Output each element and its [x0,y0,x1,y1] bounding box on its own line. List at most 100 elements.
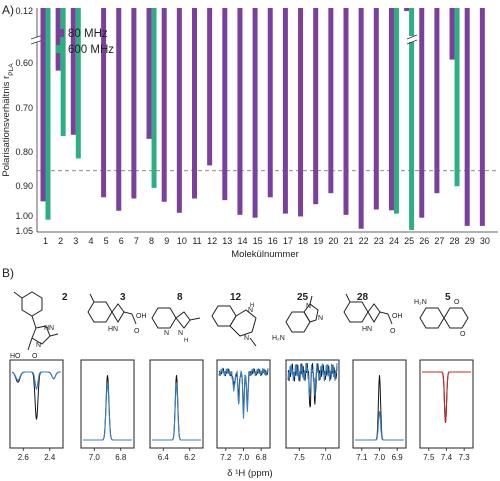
spectrum-tick-label: 2.4 [44,453,56,462]
structure-3: HN OH O [87,293,147,335]
molecule-number: 3 [120,292,126,303]
x-tick-label: 9 [164,236,169,246]
spectrum-tick-label: 7.5 [423,453,435,462]
y-axis-title-sub: PLA [8,63,15,76]
spectrum-tick-label: 7.4 [441,453,453,462]
x-tick-label: 6 [119,236,124,246]
y-axis-title: Polarisationsverhältnis rPLA [1,63,15,177]
atom-label: N [244,335,249,342]
molecule-number: 8 [177,292,183,303]
molecule-number: 25 [297,292,309,303]
spectrum-frame-3 [80,359,135,449]
atom-label: O [390,328,396,335]
bar-17-80mhz [282,8,288,214]
molecule-number: 12 [230,292,242,303]
spectrum-trace-blue [355,411,404,441]
panel-b-x-axis-title: δ ¹H (ppm) [227,468,272,479]
bar-14-80mhz [237,8,243,215]
bar-chart: 0.12 0.60 0.70 0.80 0.90 1.00 1.05 Polar… [1,6,498,260]
molecule-structures: HN N HO O HN OH O N N H [10,291,469,360]
bar-8-600mhz [151,8,157,188]
spectrum-tick-label: 2.6 [18,453,30,462]
x-tick-labels: 1 2 3 4 5 6 7 8 9 10 11 12 13 14 15 16 17 18 19 20 21 22 23 24 2… [43,236,490,246]
bar-25-80mhz [404,8,410,11]
atom-label: O [32,353,38,360]
x-tick-label: 19 [313,236,323,246]
legend-swatch-80mhz [56,29,64,37]
bars [40,8,485,230]
atom-label: OH [392,313,403,320]
x-tick-label: 4 [88,236,93,246]
bar-2-80mhz [55,8,61,71]
atom-label: O [134,328,140,335]
atom-label: HN [44,325,54,332]
nmr-spectra: 2.6 2.4 7.0 6.8 6.4 6.2 7.2 7.0 6.8 7.5 7.0 7.1 7.0 6… [9,359,474,462]
spectrum-trace-blue [11,371,61,391]
atom-label: N [178,330,183,337]
spectrum-trace-blue [152,382,201,441]
legend-label-600mhz: 600 MHz [68,44,114,56]
x-tick-label: 7 [134,236,139,246]
bar-3-80mhz [70,8,76,135]
spectrum-trace-red [422,371,471,424]
x-tick-label: 8 [149,236,154,246]
bar-15-80mhz [252,8,258,218]
bar-24-80mhz [388,8,394,211]
x-tick-label: 17 [283,236,293,246]
legend: 80 MHz 600 MHz [56,28,114,56]
spectrum-tick-label: 6.8 [256,453,268,462]
x-tick-label: 10 [177,236,187,246]
spectrum-tick-label: 7.5 [294,453,306,462]
bar-3-600mhz [75,8,81,159]
bar-2-600mhz [60,8,66,136]
y-tick-label: 0.60 [15,58,33,68]
bar-9-80mhz [161,8,167,202]
spectrum-tick-label: 7.0 [374,453,386,462]
spectrum-tick-label: 7.3 [459,453,471,462]
atom-label: O [454,299,460,306]
spectrum-frame-2 [9,359,64,449]
x-tick-label: 1 [43,236,48,246]
structure-5: H₂N O O [414,299,469,338]
structure-2: HN N HO O [10,291,59,360]
bar-13-80mhz [222,8,228,201]
y-tick-label: 0.70 [15,103,33,113]
x-tick-label: 3 [73,236,78,246]
atom-label: HN [108,326,118,333]
x-tick-label: 24 [389,236,399,246]
bar-28-80mhz [449,8,455,60]
x-tick-label: 21 [343,236,353,246]
panel-a-label: A) [2,3,14,17]
spectrum-tick-label: 7.0 [320,453,332,462]
bar-23-80mhz [373,8,379,210]
x-tick-label: 20 [328,236,338,246]
bar-20-80mhz [328,8,334,194]
bar-18-80mhz [298,8,304,217]
legend-label-80mhz: 80 MHz [68,28,108,40]
atom-label: N [164,330,169,337]
y-tick-label: 0.80 [15,147,33,157]
y-tick-label: 1.05 [15,226,33,236]
structure-8: N N H [151,307,201,344]
x-tick-label: 14 [237,236,247,246]
atom-label: N [318,315,323,322]
y-tick-label: 1.00 [15,211,33,221]
x-tick-label: 12 [207,236,217,246]
structure-28: HN OH O [343,293,403,335]
spectrum-tick-label: 6.2 [184,453,196,462]
atom-label: H [184,338,188,344]
atom-label: H [250,303,254,309]
atom-label: O [460,331,466,338]
bar-25-600mhz [409,8,415,230]
panel-b-label: B) [2,266,14,280]
bar-29-80mhz [464,8,470,226]
legend-swatch-600mhz [56,45,64,53]
molecule-number: 5 [445,292,451,303]
bar-30-80mhz [479,8,485,226]
x-tick-label: 11 [192,236,201,246]
spectrum-tick-label: 7.0 [238,453,250,462]
atom-label: H₂N [414,299,427,306]
y-axis-title-main: Polarisationsverhältnis r [1,76,12,177]
atom-label: N [36,342,41,349]
